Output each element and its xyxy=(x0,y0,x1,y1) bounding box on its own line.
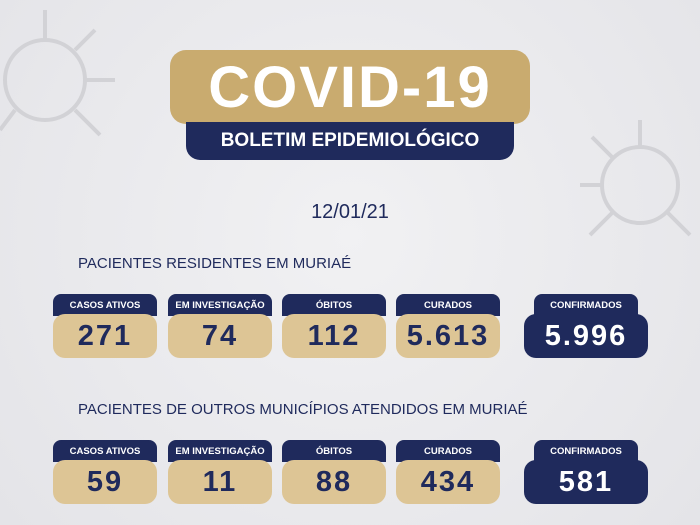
card-label: CONFIRMADOS xyxy=(534,440,638,462)
card-value: 271 xyxy=(53,314,157,358)
section-title: PACIENTES RESIDENTES EM MURIAÉ xyxy=(78,254,352,272)
date: 12/01/21 xyxy=(311,200,389,223)
card-label: ÓBITOS xyxy=(282,440,386,462)
card-label: CURADOS xyxy=(396,440,500,462)
card-value: 112 xyxy=(282,314,386,358)
card-label: ÓBITOS xyxy=(282,294,386,316)
title: COVID-19 xyxy=(170,50,530,124)
subtitle: BOLETIM EPIDEMIOLÓGICO xyxy=(186,122,514,160)
card-value: 5.996 xyxy=(524,314,648,358)
card-value: 434 xyxy=(396,460,500,504)
card-value: 5.613 xyxy=(396,314,500,358)
card-value: 11 xyxy=(168,460,272,504)
card-label: EM INVESTIGAÇÃO xyxy=(168,440,272,462)
card-label: CONFIRMADOS xyxy=(534,294,638,316)
card-value: 74 xyxy=(168,314,272,358)
card-value: 581 xyxy=(524,460,648,504)
card-label: CURADOS xyxy=(396,294,500,316)
card-value: 88 xyxy=(282,460,386,504)
card-value: 59 xyxy=(53,460,157,504)
section-title: PACIENTES DE OUTROS MUNICÍPIOS ATENDIDOS… xyxy=(78,400,528,418)
card-label: CASOS ATIVOS xyxy=(53,294,157,316)
card-label: CASOS ATIVOS xyxy=(53,440,157,462)
card-label: EM INVESTIGAÇÃO xyxy=(168,294,272,316)
